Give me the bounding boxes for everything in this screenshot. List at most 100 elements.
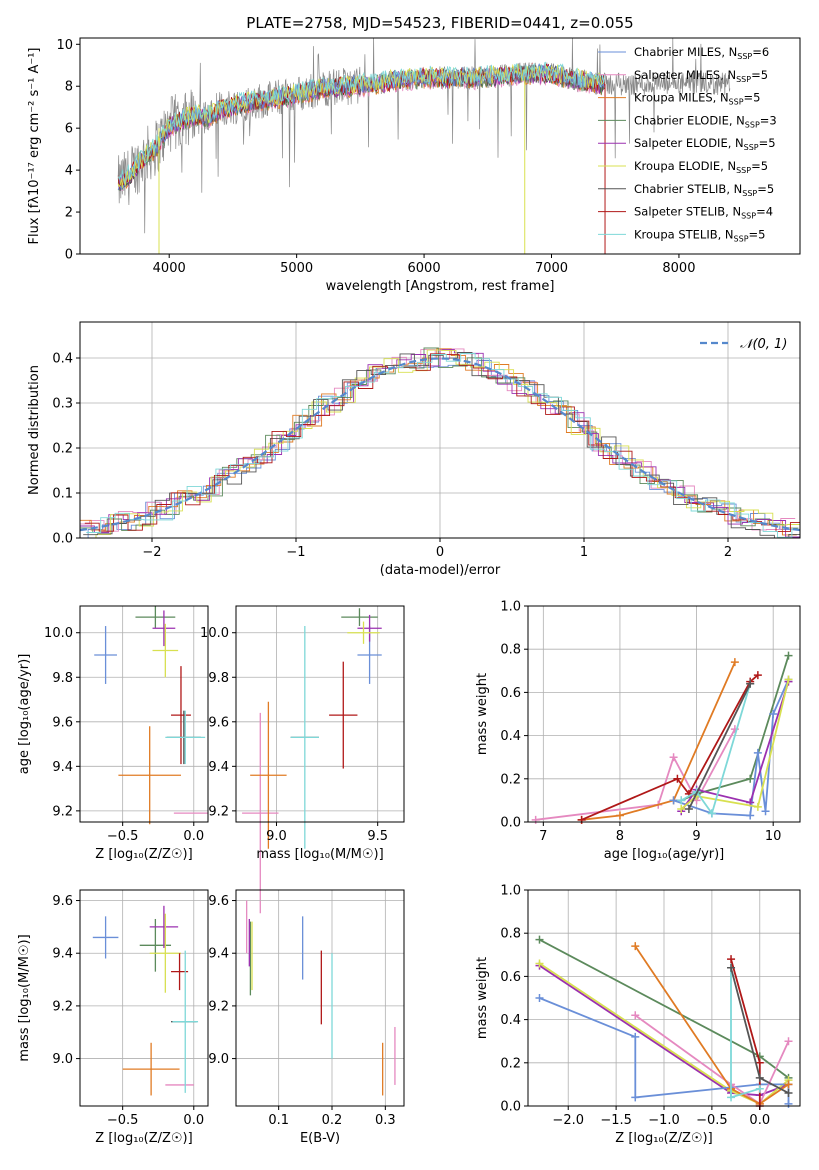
normal-curve — [80, 357, 800, 532]
histogram-kroupa_stelib — [86, 353, 800, 538]
series-marker — [769, 710, 778, 718]
legend-suffix: =6 — [752, 45, 769, 59]
x-tick-label: 0.0 — [183, 829, 204, 844]
axes-frame — [235, 605, 405, 823]
y-tick-label: 9.2 — [52, 804, 73, 819]
histogram-kroupa_miles — [80, 348, 797, 536]
series-marker — [631, 1032, 640, 1041]
x-axis-label: (data-model)/error — [380, 563, 501, 578]
series-marker — [746, 811, 755, 820]
legend-text: Chabrier STELIB, N — [634, 182, 742, 196]
y-tick-label: 0.0 — [500, 1100, 521, 1115]
axes-frame — [79, 605, 209, 823]
series-marker — [535, 935, 544, 944]
legend-sub: SSP — [742, 189, 757, 198]
series-marker — [677, 805, 686, 814]
histogram-chabrier_miles — [80, 360, 794, 538]
legend-suffix: =5 — [749, 227, 766, 241]
x-tick-label: 0.0 — [749, 1113, 770, 1128]
series-line-kroupa_miles — [581, 661, 736, 821]
x-tick-label: 9 — [692, 829, 700, 844]
y-tick-label: 0.0 — [52, 532, 73, 547]
legend-text: Chabrier ELODIE, N — [634, 113, 745, 127]
series-marker — [755, 1058, 764, 1067]
plot-area — [531, 651, 793, 824]
legend-text: Kroupa STELIB, N — [634, 227, 734, 241]
series-marker — [784, 675, 793, 684]
y-tick-label: 9.6 — [52, 715, 73, 730]
plot-area — [246, 900, 396, 1096]
legend-label: Chabrier MILES, NSSP=6 — [634, 45, 769, 61]
y-tick-label: 0.0 — [500, 816, 521, 831]
legend-text: Kroupa MILES, N — [634, 91, 729, 105]
series-marker — [753, 748, 762, 757]
series-line-chabrier_elodie — [680, 655, 790, 802]
x-axis-label: E(B-V) — [300, 1131, 340, 1146]
series-marker — [535, 994, 544, 1002]
y-tick-label: 9.4 — [52, 760, 73, 775]
y-tick-label: 0.2 — [500, 1056, 521, 1071]
histogram-salpeter_elodie — [80, 349, 800, 538]
legend-label: Chabrier ELODIE, NSSP=3 — [634, 113, 777, 129]
x-tick-label: −2.0 — [552, 1113, 584, 1128]
x-tick-label: 0.3 — [375, 1113, 396, 1128]
series-marker — [730, 658, 739, 667]
legend-suffix: =5 — [751, 68, 768, 82]
legend-sub: SSP — [736, 75, 751, 84]
y-tick-label: 0.2 — [500, 772, 521, 787]
series-marker — [677, 796, 686, 805]
y-axis-label: mass [log₁₀(M/M☉)] — [17, 934, 32, 1061]
legend-label: Kroupa MILES, NSSP=5 — [634, 91, 760, 107]
legend-text: Salpeter STELIB, N — [634, 205, 741, 219]
series-marker — [535, 959, 544, 968]
series-marker — [727, 1093, 736, 1102]
x-tick-label: 8000 — [662, 261, 695, 276]
y-axis-label: Normed distribution — [27, 365, 42, 495]
y-tick-label: 9.2 — [208, 804, 229, 819]
x-tick-label: 7 — [539, 829, 547, 844]
plot-area — [80, 347, 800, 538]
x-tick-label: −0.5 — [107, 829, 139, 844]
x-axis-label: mass [log₁₀(M/M☉)] — [256, 847, 383, 862]
x-tick-label: 9.5 — [367, 829, 388, 844]
y-axis-label: mass weight — [475, 673, 490, 755]
series-marker — [755, 1084, 764, 1093]
series-marker — [684, 805, 693, 814]
legend-sub: SSP — [736, 166, 751, 175]
y-tick-label: 1.0 — [500, 884, 521, 899]
panel-age_vs_mass: 9.0 9.5 9.2 9.4 9.6 9.8 10.0 mass [log₁₀(M/M☉)] — [200, 605, 405, 914]
panel-age_vs_Z: −0.5 0.0 9.2 9.4 9.6 9.8 10.0 Z [log₁₀(Z/Z☉)] ag… — [17, 605, 209, 862]
panel-weight_vs_age: 7 8 9 10 0.0 0.2 0.4 0.6 0.8 1.0 age [log₁₀(age/yr… — [475, 600, 801, 862]
x-tick-label: 8 — [616, 829, 624, 844]
y-tick-label: 9.2 — [52, 999, 73, 1014]
histogram-salpeter_miles — [80, 348, 796, 532]
x-tick-label: −1.5 — [600, 1113, 632, 1128]
series-line-kroupa_miles — [634, 945, 790, 1105]
series-marker — [753, 802, 762, 811]
series-marker — [631, 1093, 640, 1102]
y-tick-label: 9.0 — [208, 1052, 229, 1067]
series-marker — [673, 774, 682, 783]
y-tick-label: 10 — [56, 38, 73, 53]
panel-mass_vs_ebv: 0.1 0.2 0.3 9.0 9.2 9.4 9.6 E(B-V) — [208, 889, 405, 1146]
y-tick-label: 0.8 — [500, 927, 521, 942]
legend-suffix: =5 — [759, 136, 776, 150]
y-tick-label: 0.4 — [500, 729, 521, 744]
x-tick-label: 0.2 — [322, 1113, 343, 1128]
x-tick-label: 4000 — [153, 261, 186, 276]
x-axis-label: Z [log₁₀(Z/Z☉)] — [95, 847, 192, 862]
series-marker — [727, 963, 736, 972]
y-axis-label: mass weight — [475, 957, 490, 1039]
x-axis-label: age [log₁₀(age/yr)] — [604, 847, 725, 862]
legend-label: Salpeter STELIB, NSSP=4 — [634, 205, 773, 221]
y-tick-label: 10.0 — [44, 626, 73, 641]
series-marker — [784, 1099, 793, 1108]
series-line-kroupa_elodie — [539, 962, 790, 1105]
series-marker — [755, 1073, 764, 1082]
panel-weight_vs_Z: −2.0 −1.5 −1.0 −0.5 0.0 0.0 0.2 0.4 0.6 0.8 1.0 Z [… — [475, 884, 801, 1146]
series-line-kroupa_elodie — [680, 679, 790, 810]
series-marker — [727, 955, 736, 964]
x-tick-label: 9.0 — [266, 829, 287, 844]
plot-area — [535, 935, 793, 1110]
